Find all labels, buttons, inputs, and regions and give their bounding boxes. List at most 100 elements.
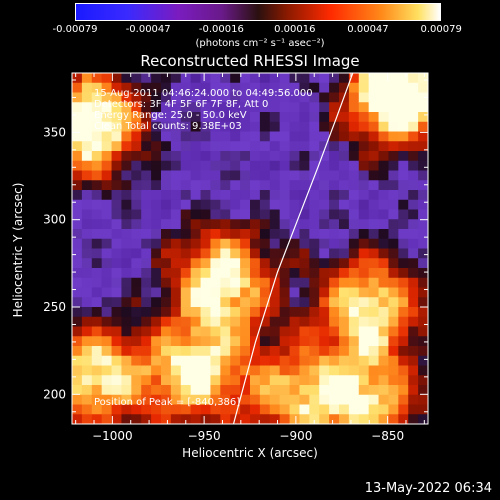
heatmap-cell bbox=[329, 238, 340, 250]
heatmap-cell bbox=[180, 209, 192, 220]
heatmap-cell bbox=[190, 277, 202, 289]
heatmap-cell bbox=[339, 151, 350, 162]
heatmap-cell bbox=[418, 277, 428, 289]
heatmap-cell bbox=[329, 326, 340, 337]
heatmap-cell bbox=[220, 287, 231, 298]
heatmap-cell bbox=[91, 326, 103, 337]
heatmap-cell bbox=[398, 346, 409, 357]
heatmap-cell bbox=[358, 277, 370, 289]
heatmap-cell bbox=[81, 82, 93, 94]
heatmap-cell bbox=[289, 287, 301, 298]
heatmap-cell bbox=[200, 92, 212, 103]
heatmap-cell bbox=[299, 375, 310, 386]
heatmap-cell bbox=[378, 287, 390, 298]
heatmap-cell bbox=[121, 375, 132, 386]
heatmap-cell bbox=[131, 73, 142, 84]
heatmap-cell bbox=[72, 385, 83, 396]
heatmap-cell bbox=[250, 229, 261, 240]
heatmap-cell bbox=[91, 73, 103, 84]
heatmap-cell bbox=[190, 131, 202, 142]
heatmap-cell bbox=[121, 190, 132, 201]
heatmap-cell bbox=[408, 141, 419, 152]
heatmap-cell bbox=[269, 268, 281, 279]
heatmap-cell bbox=[210, 73, 221, 84]
heatmap-cell bbox=[398, 82, 409, 94]
heatmap-cell bbox=[230, 394, 241, 406]
heatmap-cell bbox=[180, 160, 192, 172]
heatmap-cell bbox=[408, 326, 419, 337]
heatmap-cell bbox=[170, 346, 182, 357]
heatmap-cell bbox=[131, 229, 142, 240]
heatmap-cell bbox=[81, 385, 93, 396]
heatmap-cell bbox=[101, 238, 113, 250]
heatmap-cell bbox=[91, 248, 103, 259]
heatmap-cell bbox=[141, 121, 152, 133]
heatmap-cell bbox=[101, 151, 113, 162]
heatmap-cell bbox=[348, 385, 360, 396]
heatmap-cell bbox=[170, 92, 182, 103]
heatmap-cell bbox=[309, 297, 320, 308]
heatmap-cell bbox=[220, 326, 231, 337]
heatmap-cell bbox=[101, 297, 113, 308]
heatmap-cell bbox=[240, 131, 251, 142]
heatmap-cell bbox=[151, 190, 162, 201]
heatmap-cell bbox=[368, 404, 380, 415]
heatmap-cell bbox=[210, 219, 221, 230]
heatmap-cell bbox=[101, 92, 113, 103]
heatmap-cell bbox=[230, 199, 241, 211]
heatmap-cell bbox=[319, 307, 330, 318]
heatmap-cell bbox=[319, 209, 330, 220]
heatmap-cell bbox=[220, 336, 231, 347]
heatmap-cell bbox=[358, 131, 370, 142]
heatmap-cell bbox=[200, 199, 212, 211]
heatmap-cell bbox=[368, 414, 380, 424]
heatmap-cell bbox=[190, 102, 202, 113]
heatmap-cell bbox=[250, 365, 261, 376]
heatmap-cell bbox=[101, 258, 113, 269]
heatmap-cell bbox=[101, 375, 113, 386]
heatmap-cell bbox=[91, 170, 103, 181]
heatmap-cell bbox=[131, 151, 142, 162]
heatmap-cell bbox=[220, 355, 231, 367]
heatmap-cell bbox=[161, 190, 172, 201]
heatmap-cell bbox=[368, 394, 380, 406]
heatmap-cell bbox=[378, 268, 390, 279]
heatmap-cell bbox=[230, 121, 241, 133]
heatmap-cell bbox=[72, 355, 83, 367]
heatmap-cell bbox=[220, 170, 231, 181]
heatmap-cell bbox=[161, 248, 172, 259]
heatmap-cell bbox=[101, 121, 113, 133]
heatmap-cell bbox=[72, 346, 83, 357]
heatmap-cell bbox=[388, 307, 399, 318]
heatmap-cell bbox=[151, 151, 162, 162]
heatmap-cell bbox=[299, 316, 310, 328]
heatmap-cell bbox=[81, 160, 93, 172]
heatmap-cell bbox=[418, 131, 428, 142]
heatmap-cell bbox=[398, 102, 409, 113]
method-counts-text: Clean Total counts: 9.38E+03 bbox=[94, 121, 242, 132]
heatmap-cell bbox=[319, 229, 330, 240]
heatmap-cell bbox=[299, 112, 310, 123]
heatmap-cell bbox=[200, 287, 212, 298]
heatmap-cell bbox=[398, 404, 409, 415]
heatmap-cell bbox=[200, 229, 212, 240]
heatmap-cell bbox=[418, 151, 428, 162]
heatmap-cell bbox=[101, 199, 113, 211]
heatmap-cell bbox=[388, 355, 399, 367]
heatmap-cell bbox=[101, 414, 113, 424]
heatmap-cell bbox=[170, 131, 182, 142]
heatmap-cell bbox=[200, 365, 212, 376]
heatmap-cell bbox=[72, 258, 83, 269]
heatmap-cell bbox=[289, 375, 301, 386]
heatmap-cell bbox=[121, 73, 132, 84]
heatmap-cell bbox=[358, 82, 370, 94]
heatmap-cell bbox=[170, 121, 182, 133]
heatmap-cell bbox=[319, 131, 330, 142]
heatmap-cell bbox=[240, 414, 251, 424]
heatmap-cell bbox=[289, 112, 301, 123]
heatmap-cell bbox=[141, 248, 152, 259]
heatmap-cell bbox=[279, 151, 291, 162]
heatmap-cell bbox=[329, 131, 340, 142]
heatmap-cell bbox=[250, 268, 261, 279]
heatmap-cell bbox=[190, 151, 202, 162]
